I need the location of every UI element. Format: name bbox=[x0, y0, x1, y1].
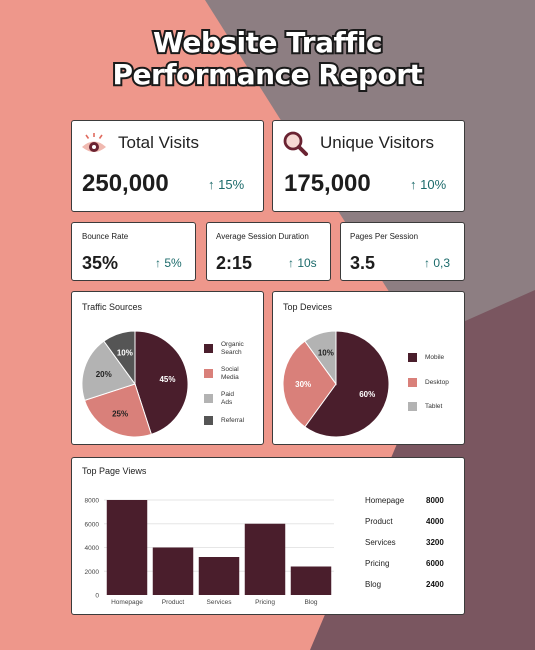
bar-services bbox=[198, 557, 240, 595]
pie-label-mobile: 60% bbox=[359, 390, 375, 399]
magnifier-icon bbox=[283, 131, 308, 156]
table-row-views: 2400 bbox=[426, 580, 444, 589]
table-row-views: 8000 bbox=[426, 496, 444, 505]
x-tick-label-homepage: Homepage bbox=[111, 599, 143, 606]
pie-label-referral: 10% bbox=[117, 349, 133, 358]
pie-label-tablet: 10% bbox=[318, 349, 334, 358]
bar-blog bbox=[290, 566, 332, 595]
avg-session-value: 2:15 bbox=[216, 253, 253, 273]
eye-icon bbox=[82, 133, 106, 152]
x-tick-label-blog: Blog bbox=[304, 599, 317, 606]
traffic-sources-title: Traffic Sources bbox=[82, 302, 143, 312]
legend-swatch bbox=[204, 369, 213, 378]
avg-session-label: Average Session Duration bbox=[216, 232, 309, 241]
legend-mobile: Mobile bbox=[408, 353, 444, 362]
legend-desktop: Desktop bbox=[408, 378, 449, 387]
legend-swatch bbox=[204, 394, 213, 403]
legend-paid-ads: Paid Ads bbox=[204, 391, 234, 406]
pie-label-organic-search: 45% bbox=[159, 375, 175, 384]
table-row-views: 3200 bbox=[426, 538, 444, 547]
pie-slice-social-media bbox=[83, 383, 153, 438]
table-row-views: 4000 bbox=[426, 517, 444, 526]
pages-per-session-card: Pages Per Session 3.5 ↑ 0,3 bbox=[340, 222, 465, 281]
table-row-page: Product bbox=[365, 517, 393, 526]
legend-swatch bbox=[204, 344, 213, 353]
top-devices-title: Top Devices bbox=[283, 302, 333, 312]
bounce-rate-label: Bounce Rate bbox=[82, 232, 129, 241]
table-row-page: Services bbox=[365, 538, 396, 547]
pie-slice-organic-search bbox=[134, 330, 189, 436]
pages-per-session-change: ↑ 0,3 bbox=[424, 256, 451, 270]
y-tick-label: 0 bbox=[95, 593, 99, 600]
pages-per-session-label: Pages Per Session bbox=[350, 232, 419, 241]
unique-visitors-label: Unique Visitors bbox=[320, 133, 435, 152]
traffic-sources-pie: 45% 25% 20% 10% bbox=[81, 330, 189, 438]
legend-swatch bbox=[204, 416, 213, 425]
legend-organic-search: Organic Search bbox=[204, 341, 244, 356]
traffic-sources-card: Traffic Sources 45% 25% 20% 10% Organic Sear… bbox=[71, 291, 264, 445]
legend-referral: Referral bbox=[204, 416, 244, 425]
y-tick-label: 4000 bbox=[85, 545, 100, 552]
legend-swatch bbox=[408, 353, 417, 362]
top-page-views-title: Top Page Views bbox=[82, 466, 147, 476]
unique-visitors-value: 175,000 bbox=[284, 170, 371, 197]
pie-label-social-media: 25% bbox=[112, 409, 128, 418]
pages-per-session-value: 3.5 bbox=[350, 253, 376, 273]
bar-pricing bbox=[244, 523, 286, 595]
pie-slice-paid-ads bbox=[81, 340, 136, 402]
pie-slice-mobile bbox=[304, 330, 390, 438]
legend-tablet: Tablet bbox=[408, 402, 442, 411]
top-devices-card: Top Devices 60% 30% 10% Mobile Desktop Tab… bbox=[272, 291, 465, 445]
avg-session-card: Average Session Duration 2:15 ↑ 10s bbox=[206, 222, 331, 281]
pie-label-paid-ads: 20% bbox=[96, 370, 112, 379]
x-tick-label-services: Services bbox=[207, 599, 233, 606]
table-row-page: Blog bbox=[365, 580, 382, 589]
bar-product bbox=[152, 547, 194, 595]
table-row-page: Homepage bbox=[365, 496, 405, 505]
top-devices-pie: 60% 30% 10% bbox=[282, 330, 390, 438]
y-tick-label: 8000 bbox=[85, 498, 100, 505]
pie-slice-tablet bbox=[304, 330, 337, 386]
bounce-rate-card: Bounce Rate 35% ↑ 5% bbox=[71, 222, 196, 281]
pie-label-desktop: 30% bbox=[295, 380, 311, 389]
table-row-page: Pricing bbox=[365, 559, 390, 568]
total-visits-value: 250,000 bbox=[82, 170, 169, 197]
bar-homepage bbox=[106, 500, 148, 595]
total-visits-card: Total Visits 250,000 ↑ 15% bbox=[71, 120, 264, 212]
total-visits-label: Total Visits bbox=[118, 133, 199, 152]
unique-visitors-change: ↑ 10% bbox=[410, 177, 447, 192]
pie-slice-referral bbox=[103, 330, 136, 386]
bounce-rate-change: ↑ 5% bbox=[155, 256, 182, 270]
top-page-views-bar-chart: 0 2000 4000 6000 8000 Homepage Product Services… bbox=[85, 498, 334, 606]
legend-swatch bbox=[408, 378, 417, 387]
table-row-views: 6000 bbox=[426, 559, 444, 568]
y-tick-label: 2000 bbox=[85, 569, 100, 576]
total-visits-change: ↑ 15% bbox=[208, 177, 245, 192]
legend-social-media: Social Media bbox=[204, 366, 239, 381]
unique-visitors-card: Unique Visitors 175,000 ↑ 10% bbox=[272, 120, 465, 212]
legend-swatch bbox=[408, 402, 417, 411]
y-tick-label: 6000 bbox=[85, 521, 100, 528]
bounce-rate-value: 35% bbox=[82, 253, 119, 273]
x-tick-label-product: Product bbox=[162, 599, 185, 606]
page-title: Website Traffic Performance Report bbox=[111, 25, 425, 93]
x-tick-label-pricing: Pricing bbox=[255, 599, 275, 606]
top-page-views-card: Top Page Views 0 2000 4000 6000 8000 Homepage… bbox=[71, 457, 465, 615]
pie-slice-desktop bbox=[282, 340, 337, 428]
avg-session-change: ↑ 10s bbox=[288, 256, 317, 270]
